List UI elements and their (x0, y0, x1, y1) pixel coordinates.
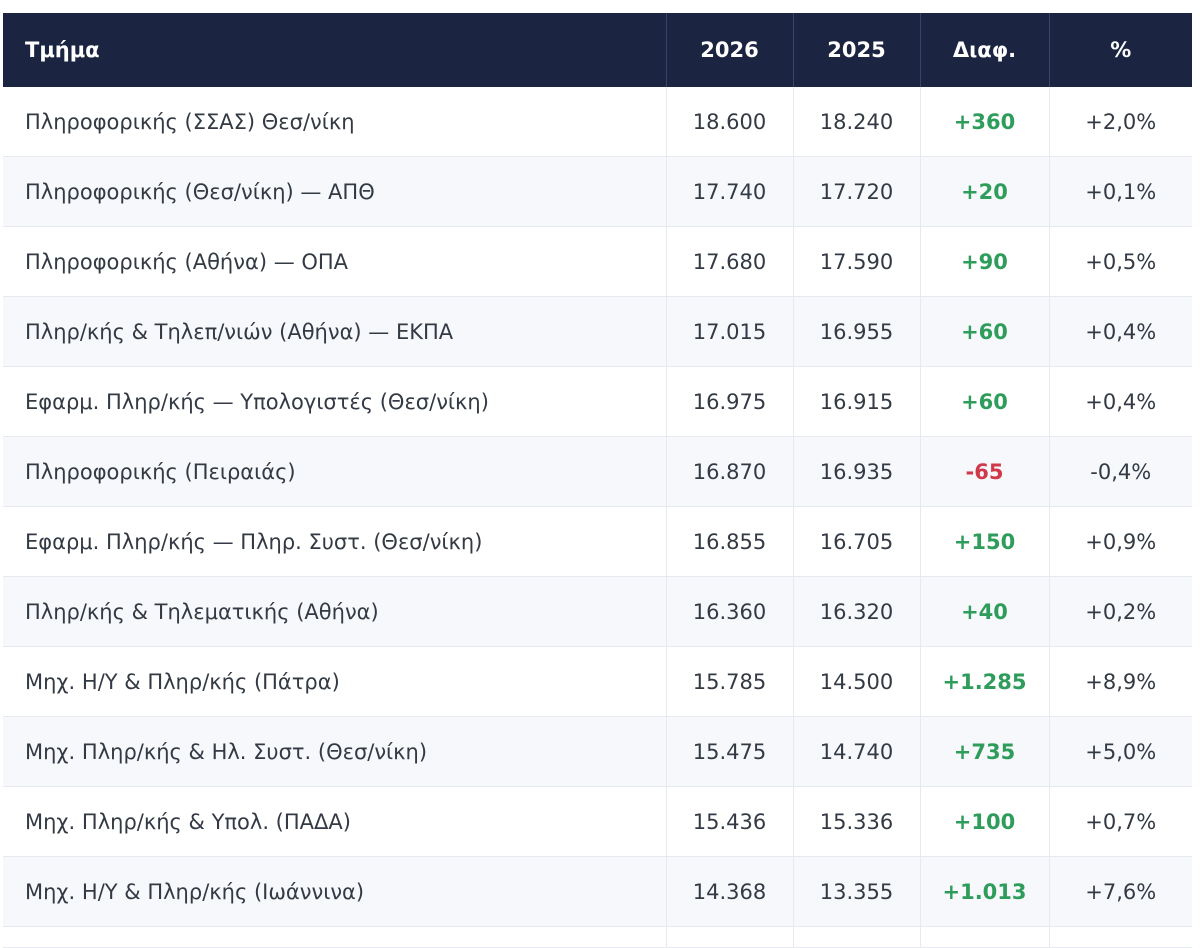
cell-diff: +735 (920, 716, 1050, 787)
table-body: Πληροφορικής (ΣΣΑΣ) Θεσ/νίκη 18.600 18.240… (3, 87, 1192, 948)
cell-department: Μηχ. Πληρ/κής & Υπολ. (ΠΑΔΑ) (3, 786, 667, 857)
cell-pct: +5,0% (1049, 716, 1192, 787)
cell-department: Εφαρμ. Πληρ/κής — Πληρ. Συστ. (Θεσ/νίκη) (3, 506, 667, 577)
cell-2026: 16.360 (666, 576, 794, 647)
cell-diff: +1.285 (920, 646, 1050, 717)
scores-table: Τμήμα 2026 2025 Διαφ. % Πληροφορικής (ΣΣ… (3, 13, 1192, 948)
table-row-partial (3, 926, 1192, 948)
cell-2026: 14.368 (666, 856, 794, 927)
cell-pct: +8,9% (1049, 646, 1192, 717)
cell-2025: 18.240 (793, 87, 921, 157)
cell-2025: 14.740 (793, 716, 921, 787)
cell-pct: +0,7% (1049, 786, 1192, 857)
table-row: Πληροφορικής (Αθήνα) — ΟΠΑ 17.680 17.590 +9… (3, 226, 1192, 297)
cell-diff: +360 (920, 87, 1050, 157)
cell-pct: +2,0% (1049, 87, 1192, 157)
cell-2026: 16.870 (666, 436, 794, 507)
cell-diff: -65 (920, 436, 1050, 507)
cell-diff: +90 (920, 226, 1050, 297)
table-row: Εφαρμ. Πληρ/κής — Πληρ. Συστ. (Θεσ/νίκη)… (3, 506, 1192, 577)
cell-pct: +0,4% (1049, 366, 1192, 437)
cell-department: Πληροφορικής (Αθήνα) — ΟΠΑ (3, 226, 667, 297)
cell-department: Πληροφορικής (Θεσ/νίκη) — ΑΠΘ (3, 156, 667, 227)
table-row: Μηχ. Πληρ/κής & Υπολ. (ΠΑΔΑ) 15.436 15.336… (3, 786, 1192, 857)
cell-2025: 16.955 (793, 296, 921, 367)
table-header: Τμήμα 2026 2025 Διαφ. % (3, 13, 1192, 87)
cell-2025: 16.705 (793, 506, 921, 577)
empty-cell (793, 926, 921, 948)
cell-2025: 16.915 (793, 366, 921, 437)
cell-2025: 13.355 (793, 856, 921, 927)
table-row: Πληρ/κής & Τηλεπ/νιών (Αθήνα) — ΕΚΠΑ 17.0… (3, 296, 1192, 367)
cell-diff: +1.013 (920, 856, 1050, 927)
cell-department: Πληρ/κής & Τηλεπ/νιών (Αθήνα) — ΕΚΠΑ (3, 296, 667, 367)
cell-diff: +60 (920, 366, 1050, 437)
cell-diff: +100 (920, 786, 1050, 857)
cell-pct: +0,1% (1049, 156, 1192, 227)
cell-pct: +7,6% (1049, 856, 1192, 927)
empty-cell (920, 926, 1050, 948)
table-row: Πληροφορικής (Θεσ/νίκη) — ΑΠΘ 17.740 17.72… (3, 156, 1192, 227)
cell-pct: +0,4% (1049, 296, 1192, 367)
cell-2026: 16.975 (666, 366, 794, 437)
cell-department: Πληροφορικής (ΣΣΑΣ) Θεσ/νίκη (3, 87, 667, 157)
empty-cell (3, 926, 667, 948)
cell-diff: +60 (920, 296, 1050, 367)
cell-2025: 16.935 (793, 436, 921, 507)
cell-2026: 17.680 (666, 226, 794, 297)
table-row: Εφαρμ. Πληρ/κής — Υπολογιστές (Θεσ/νίκη)… (3, 366, 1192, 437)
cell-2026: 15.785 (666, 646, 794, 717)
cell-department: Πληροφορικής (Πειραιάς) (3, 436, 667, 507)
table-row: Πληροφορικής (ΣΣΑΣ) Θεσ/νίκη 18.600 18.240… (3, 87, 1192, 157)
table-row: Πληρ/κής & Τηλεματικής (Αθήνα) 16.360 16.3… (3, 576, 1192, 647)
cell-2025: 15.336 (793, 786, 921, 857)
header-2025: 2025 (793, 13, 921, 87)
cell-2026: 18.600 (666, 87, 794, 157)
header-row: Τμήμα 2026 2025 Διαφ. % (3, 13, 1192, 87)
cell-department: Μηχ. Η/Υ & Πληρ/κής (Ιωάννινα) (3, 856, 667, 927)
header-diff: Διαφ. (920, 13, 1050, 87)
cell-pct: +0,5% (1049, 226, 1192, 297)
cell-department: Εφαρμ. Πληρ/κής — Υπολογιστές (Θεσ/νίκη) (3, 366, 667, 437)
cell-2026: 15.436 (666, 786, 794, 857)
table-row: Μηχ. Η/Υ & Πληρ/κής (Πάτρα) 15.785 14.500 +… (3, 646, 1192, 717)
cell-pct: +0,9% (1049, 506, 1192, 577)
cell-2025: 16.320 (793, 576, 921, 647)
cell-2026: 17.740 (666, 156, 794, 227)
scores-table-container: Τμήμα 2026 2025 Διαφ. % Πληροφορικής (ΣΣ… (3, 13, 1192, 948)
header-department: Τμήμα (3, 13, 667, 87)
cell-department: Μηχ. Η/Υ & Πληρ/κής (Πάτρα) (3, 646, 667, 717)
cell-2025: 17.590 (793, 226, 921, 297)
cell-2026: 15.475 (666, 716, 794, 787)
cell-pct: +0,2% (1049, 576, 1192, 647)
header-2026: 2026 (666, 13, 794, 87)
table-row: Μηχ. Η/Υ & Πληρ/κής (Ιωάννινα) 14.368 13.3… (3, 856, 1192, 927)
cell-department: Μηχ. Πληρ/κής & Ηλ. Συστ. (Θεσ/νίκη) (3, 716, 667, 787)
cell-2025: 17.720 (793, 156, 921, 227)
cell-diff: +40 (920, 576, 1050, 647)
cell-department: Πληρ/κής & Τηλεματικής (Αθήνα) (3, 576, 667, 647)
cell-2026: 16.855 (666, 506, 794, 577)
empty-cell (666, 926, 794, 948)
cell-diff: +20 (920, 156, 1050, 227)
cell-2025: 14.500 (793, 646, 921, 717)
header-pct: % (1049, 13, 1192, 87)
table-row: Πληροφορικής (Πειραιάς) 16.870 16.935 -65 -0… (3, 436, 1192, 507)
cell-diff: +150 (920, 506, 1050, 577)
cell-2026: 17.015 (666, 296, 794, 367)
table-row: Μηχ. Πληρ/κής & Ηλ. Συστ. (Θεσ/νίκη) 15.4… (3, 716, 1192, 787)
empty-cell (1049, 926, 1192, 948)
cell-pct: -0,4% (1049, 436, 1192, 507)
